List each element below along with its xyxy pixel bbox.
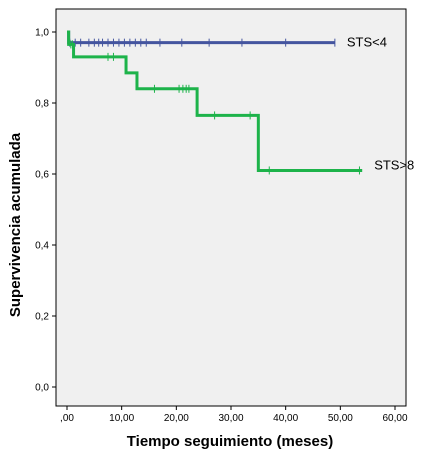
x-tick-label: 20,00 [164,413,189,424]
y-tick-label: 0,0 [35,383,49,394]
x-tick-label: 30,00 [218,413,243,424]
x-axis: ,00 10,00 20,00 30,00 40,00 50,00 60,00 [60,406,408,424]
plot-area [55,8,407,407]
y-tick-label: 0,6 [35,170,49,181]
series-label-sts-8: STS>8 [374,157,414,172]
x-tick-label: 60,00 [382,413,407,424]
x-tick-label: 10,00 [109,413,134,424]
x-tick-label: 40,00 [273,413,298,424]
series-label-sts-4: STS<4 [347,35,387,50]
y-axis: 0,0 0,2 0,4 0,6 0,8 1,0 [35,28,56,394]
series-labels: STS<4 STS>8 [347,35,414,173]
series-layer [67,30,363,175]
y-tick-label: 0,8 [35,99,49,110]
y-tick-label: 1,0 [35,28,49,39]
y-tick-label: 0,4 [35,241,49,252]
series-line-sts-8 [67,30,363,172]
y-axis-title: Supervivencia acumulada [7,132,24,317]
x-axis-title: Tiempo seguimiento (meses) [127,433,333,450]
x-tick-label: 50,00 [328,413,353,424]
x-tick-label: ,00 [60,413,74,424]
y-tick-label: 0,2 [35,312,49,323]
